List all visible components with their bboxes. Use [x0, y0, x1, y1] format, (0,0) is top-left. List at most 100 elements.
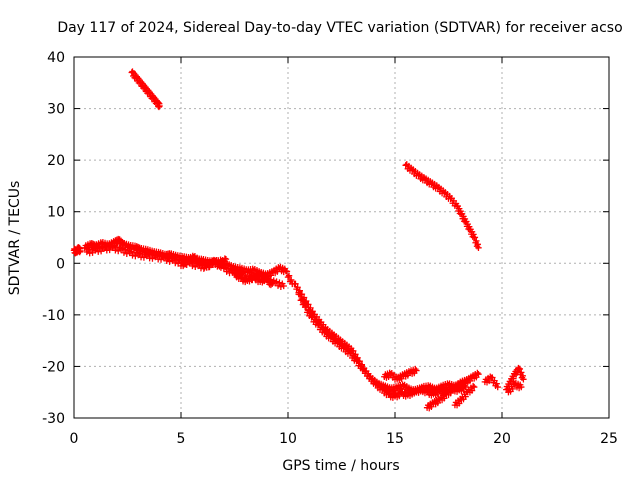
data-point [298, 295, 306, 303]
data-point [519, 372, 526, 379]
data-track [231, 269, 275, 289]
data-point [200, 265, 208, 272]
y-tick-label: -20 [42, 359, 65, 375]
data-point [285, 272, 293, 279]
x-tick-label: 20 [493, 431, 511, 447]
data-point [470, 231, 477, 238]
data-point [274, 282, 282, 289]
data-point [140, 254, 148, 261]
data-point [296, 291, 303, 298]
data-point [302, 303, 310, 311]
data-point [119, 245, 126, 252]
data-point [412, 365, 419, 373]
data-point [267, 281, 275, 289]
data-series-sdtvar [70, 68, 527, 412]
data-point [462, 393, 469, 400]
data-point [132, 252, 139, 260]
data-point [434, 184, 441, 192]
data-point [266, 278, 274, 286]
data-point [413, 367, 420, 374]
data-point [222, 255, 230, 263]
data-point [182, 261, 189, 268]
data-point [493, 380, 500, 387]
data-point [127, 248, 135, 255]
data-track [381, 365, 420, 384]
x-axis-label: GPS time / hours [282, 458, 399, 474]
y-tick-label: 40 [47, 50, 65, 66]
data-point [77, 247, 84, 255]
y-tick-label: 20 [47, 153, 65, 169]
data-point [209, 258, 217, 265]
data-point [378, 386, 386, 393]
data-point [189, 262, 196, 270]
data-point [192, 263, 199, 271]
data-point [133, 243, 140, 250]
data-point [88, 240, 96, 247]
data-track [70, 244, 84, 257]
data-point [110, 243, 118, 250]
data-point [220, 260, 227, 267]
data-point [294, 284, 301, 291]
chart-title: Day 117 of 2024, Sidereal Day-to-day VTE… [57, 20, 622, 36]
grid [74, 57, 609, 418]
data-point [250, 273, 257, 280]
data-point [197, 259, 204, 266]
data-point [120, 249, 128, 256]
data-track [402, 161, 482, 252]
x-tick-label: 10 [279, 431, 297, 447]
x-tick-label: 25 [600, 431, 618, 447]
data-point [509, 385, 516, 393]
data-track [423, 369, 482, 412]
data-point [163, 257, 170, 264]
data-point [292, 280, 299, 288]
data-point [164, 254, 172, 261]
data-point [340, 345, 347, 352]
data-point [156, 102, 163, 110]
data-point [494, 383, 501, 391]
data-point [284, 273, 292, 281]
data-point [321, 329, 328, 337]
plot-frame [73, 56, 610, 419]
y-tick-label: -10 [42, 308, 65, 324]
data-point [222, 264, 229, 271]
data-point [305, 307, 312, 314]
data-track [128, 68, 163, 111]
data-point [516, 365, 524, 373]
data-point [113, 243, 120, 251]
data-point [402, 162, 409, 169]
data-point [469, 382, 477, 390]
data-track [451, 382, 478, 409]
data-point [149, 255, 156, 262]
y-tick-label: 30 [47, 102, 65, 118]
data-track [503, 364, 527, 393]
data-point [162, 253, 169, 260]
data-point [510, 375, 517, 382]
data-point [288, 276, 295, 284]
data-point [231, 270, 238, 277]
data-point [518, 369, 525, 376]
data-point [276, 279, 283, 286]
data-point [112, 247, 119, 254]
y-axis: -30 -20 -10 0 10 20 30 40 [42, 50, 609, 427]
data-track [291, 280, 471, 397]
y-axis-label: SDTVAR / TECUs [7, 181, 23, 296]
data-point [283, 268, 291, 275]
data-point [473, 237, 480, 245]
data-point [447, 389, 454, 397]
x-tick-label: 0 [70, 431, 79, 447]
data-point [327, 334, 334, 342]
data-point [166, 258, 173, 265]
data-point [157, 256, 165, 263]
data-point [475, 244, 482, 252]
data-point [123, 250, 130, 257]
data-point [470, 383, 478, 391]
data-point [300, 299, 308, 307]
data-point [190, 253, 198, 261]
data-point [474, 369, 481, 377]
y-tick-label: 10 [47, 205, 65, 221]
data-point [474, 241, 481, 248]
x-axis: 0 5 10 15 20 25 [70, 57, 618, 447]
x-tick-label: 15 [386, 431, 404, 447]
plot-border [73, 56, 610, 419]
